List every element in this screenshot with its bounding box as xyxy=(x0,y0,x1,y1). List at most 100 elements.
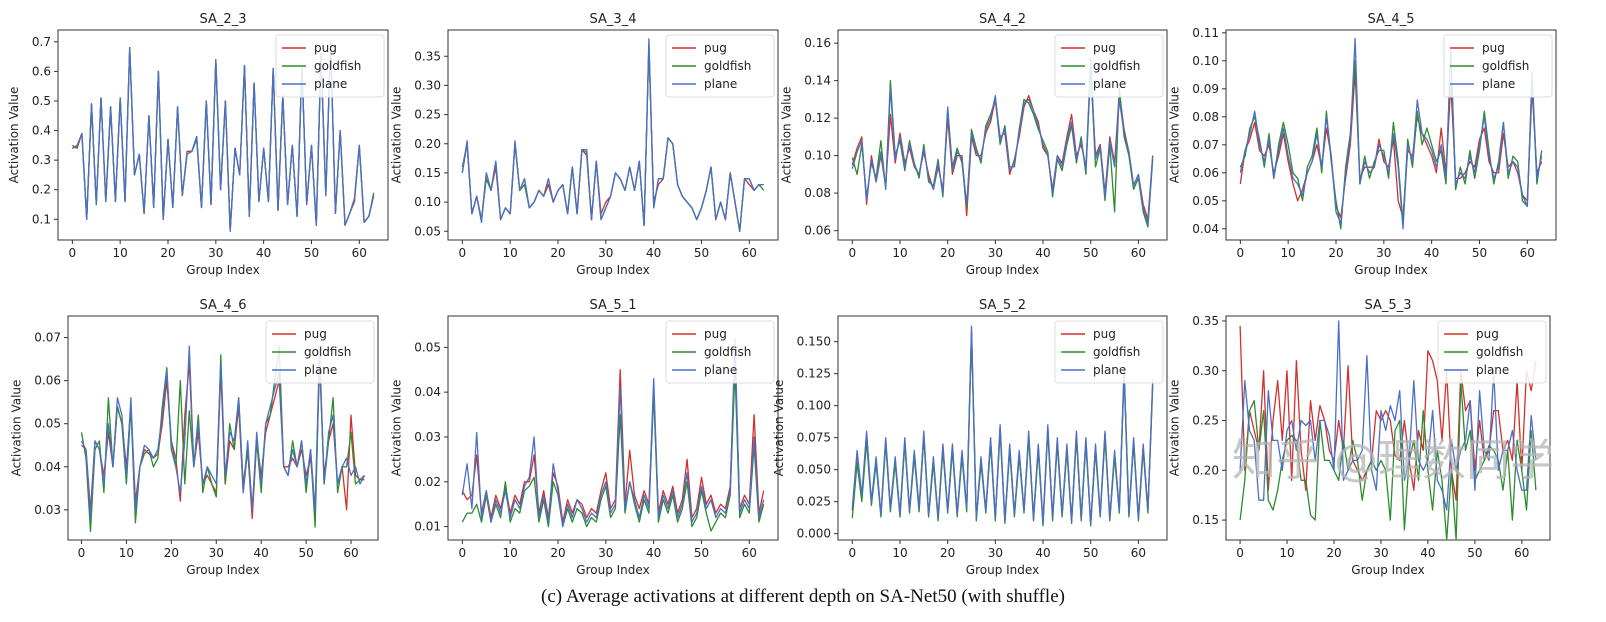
legend-label-goldfish: goldfish xyxy=(314,59,361,73)
legend-label-goldfish: goldfish xyxy=(704,59,751,73)
x-tick-label: 10 xyxy=(503,246,518,260)
x-tick-label: 20 xyxy=(550,546,565,560)
y-tick-label: 0.075 xyxy=(797,431,831,445)
y-tick-label: 0.125 xyxy=(797,367,831,381)
legend-box xyxy=(665,34,775,98)
x-tick-label: 60 xyxy=(1131,546,1146,560)
figure-caption: (c) Average activations at different dep… xyxy=(541,586,1065,607)
x-tick-label: 50 xyxy=(1083,246,1098,260)
x-axis-label: Group Index xyxy=(1354,263,1427,277)
x-tick-label: 50 xyxy=(298,546,313,560)
series-line-plane xyxy=(80,345,366,520)
y-axis-label: Activation Value xyxy=(389,87,403,184)
y-tick-label: 0.025 xyxy=(797,495,831,509)
x-tick-label: 0 xyxy=(848,546,856,560)
x-tick-label: 60 xyxy=(343,546,358,560)
x-tick-label: 50 xyxy=(1083,546,1098,560)
y-tick-label: 0.30 xyxy=(1192,364,1219,378)
legend-box xyxy=(1443,34,1553,98)
y-tick-label: 0.5 xyxy=(32,94,51,108)
series-line-goldfish xyxy=(1239,380,1537,541)
series-line-plane xyxy=(851,57,1154,224)
y-tick-label: 0.35 xyxy=(1192,314,1219,328)
legend-box xyxy=(1437,320,1547,384)
legend-label-plane: plane xyxy=(1093,363,1126,377)
legend-label-goldfish: goldfish xyxy=(1093,345,1140,359)
x-tick-label: 40 xyxy=(256,246,271,260)
y-axis-label: Activation Value xyxy=(1167,380,1181,477)
subplot-sa_5_2: SA_5_2 Group Index Activation Value 0 10 20 30… xyxy=(772,298,1168,577)
y-tick-label: 0.04 xyxy=(414,385,441,399)
series-line-plane xyxy=(851,325,1154,525)
y-tick-label: 0.2 xyxy=(32,183,51,197)
subplot-sa_4_6: SA_4_6 Group Index Activation Value 0 10 20 30… xyxy=(9,298,379,577)
legend: pug goldfish plane xyxy=(665,34,775,98)
y-tick-label: 0.30 xyxy=(414,78,441,92)
y-tick-label: 0.07 xyxy=(34,331,61,345)
y-tick-label: 0.03 xyxy=(34,503,61,517)
legend: pug goldfish plane xyxy=(665,320,775,384)
legend-label-pug: pug xyxy=(704,41,727,55)
y-axis-label: Activation Value xyxy=(9,380,23,477)
x-tick-label: 60 xyxy=(1131,246,1146,260)
legend-box xyxy=(265,320,375,384)
y-tick-label: 0.05 xyxy=(414,340,441,354)
x-tick-label: 40 xyxy=(1424,246,1439,260)
x-axis-label: Group Index xyxy=(186,563,259,577)
series-line-plane xyxy=(1239,320,1537,511)
y-tick-label: 0.06 xyxy=(804,224,831,238)
y-tick-label: 0.4 xyxy=(32,124,51,138)
legend-label-goldfish: goldfish xyxy=(1476,345,1523,359)
series-line-pug xyxy=(461,355,765,523)
subplot-sa_4_5: SA_4_5 Group Index Activation Value 0 10 20 30… xyxy=(1167,12,1557,277)
x-tick-label: 50 xyxy=(304,246,319,260)
legend-label-plane: plane xyxy=(704,77,737,91)
subplot-title: SA_4_5 xyxy=(1368,12,1415,27)
y-tick-label: 0.07 xyxy=(1192,138,1219,152)
legend-box xyxy=(275,34,385,98)
x-tick-label: 40 xyxy=(1420,546,1435,560)
subplot-title: SA_5_2 xyxy=(979,298,1026,313)
y-tick-label: 0.05 xyxy=(34,417,61,431)
subplot-title: SA_2_3 xyxy=(200,12,247,27)
y-tick-label: 0.1 xyxy=(32,212,51,226)
x-tick-label: 10 xyxy=(1279,546,1294,560)
x-tick-label: 20 xyxy=(550,246,565,260)
x-axis-label: Group Index xyxy=(966,263,1039,277)
x-tick-label: 30 xyxy=(1373,546,1388,560)
legend-box xyxy=(665,320,775,384)
x-tick-label: 30 xyxy=(988,546,1003,560)
y-axis-label: Activation Value xyxy=(389,380,403,477)
y-tick-label: 0.3 xyxy=(32,153,51,167)
subplot-title: SA_5_3 xyxy=(1365,298,1412,313)
y-tick-label: 0.35 xyxy=(414,49,441,63)
x-tick-label: 30 xyxy=(598,546,613,560)
y-tick-label: 0.05 xyxy=(1192,194,1219,208)
y-tick-label: 0.7 xyxy=(32,35,51,49)
y-tick-label: 0.25 xyxy=(414,108,441,122)
legend-label-goldfish: goldfish xyxy=(1093,59,1140,73)
y-tick-label: 0.25 xyxy=(1192,414,1219,428)
x-tick-label: 50 xyxy=(1467,546,1482,560)
x-tick-label: 0 xyxy=(1237,246,1245,260)
y-tick-label: 0.100 xyxy=(797,399,831,413)
x-axis-label: Group Index xyxy=(1351,563,1424,577)
x-tick-label: 10 xyxy=(503,546,518,560)
legend-label-pug: pug xyxy=(314,41,337,55)
series-line-plane xyxy=(1239,37,1543,230)
x-tick-label: 30 xyxy=(208,246,223,260)
y-tick-label: 0.04 xyxy=(1192,222,1219,236)
y-axis-label: Activation Value xyxy=(1167,87,1181,184)
legend-label-plane: plane xyxy=(1482,77,1515,91)
series-line-plane xyxy=(461,38,764,232)
y-tick-label: 0.050 xyxy=(797,463,831,477)
subplot-title: SA_3_4 xyxy=(590,12,637,27)
y-tick-label: 0.150 xyxy=(797,335,831,349)
x-tick-label: 0 xyxy=(78,546,86,560)
legend-box xyxy=(1054,320,1164,384)
y-tick-label: 0.11 xyxy=(1192,26,1219,40)
x-tick-label: 50 xyxy=(694,546,709,560)
y-tick-label: 0.20 xyxy=(414,137,441,151)
y-tick-label: 0.05 xyxy=(414,224,441,238)
y-tick-label: 0.03 xyxy=(414,430,441,444)
